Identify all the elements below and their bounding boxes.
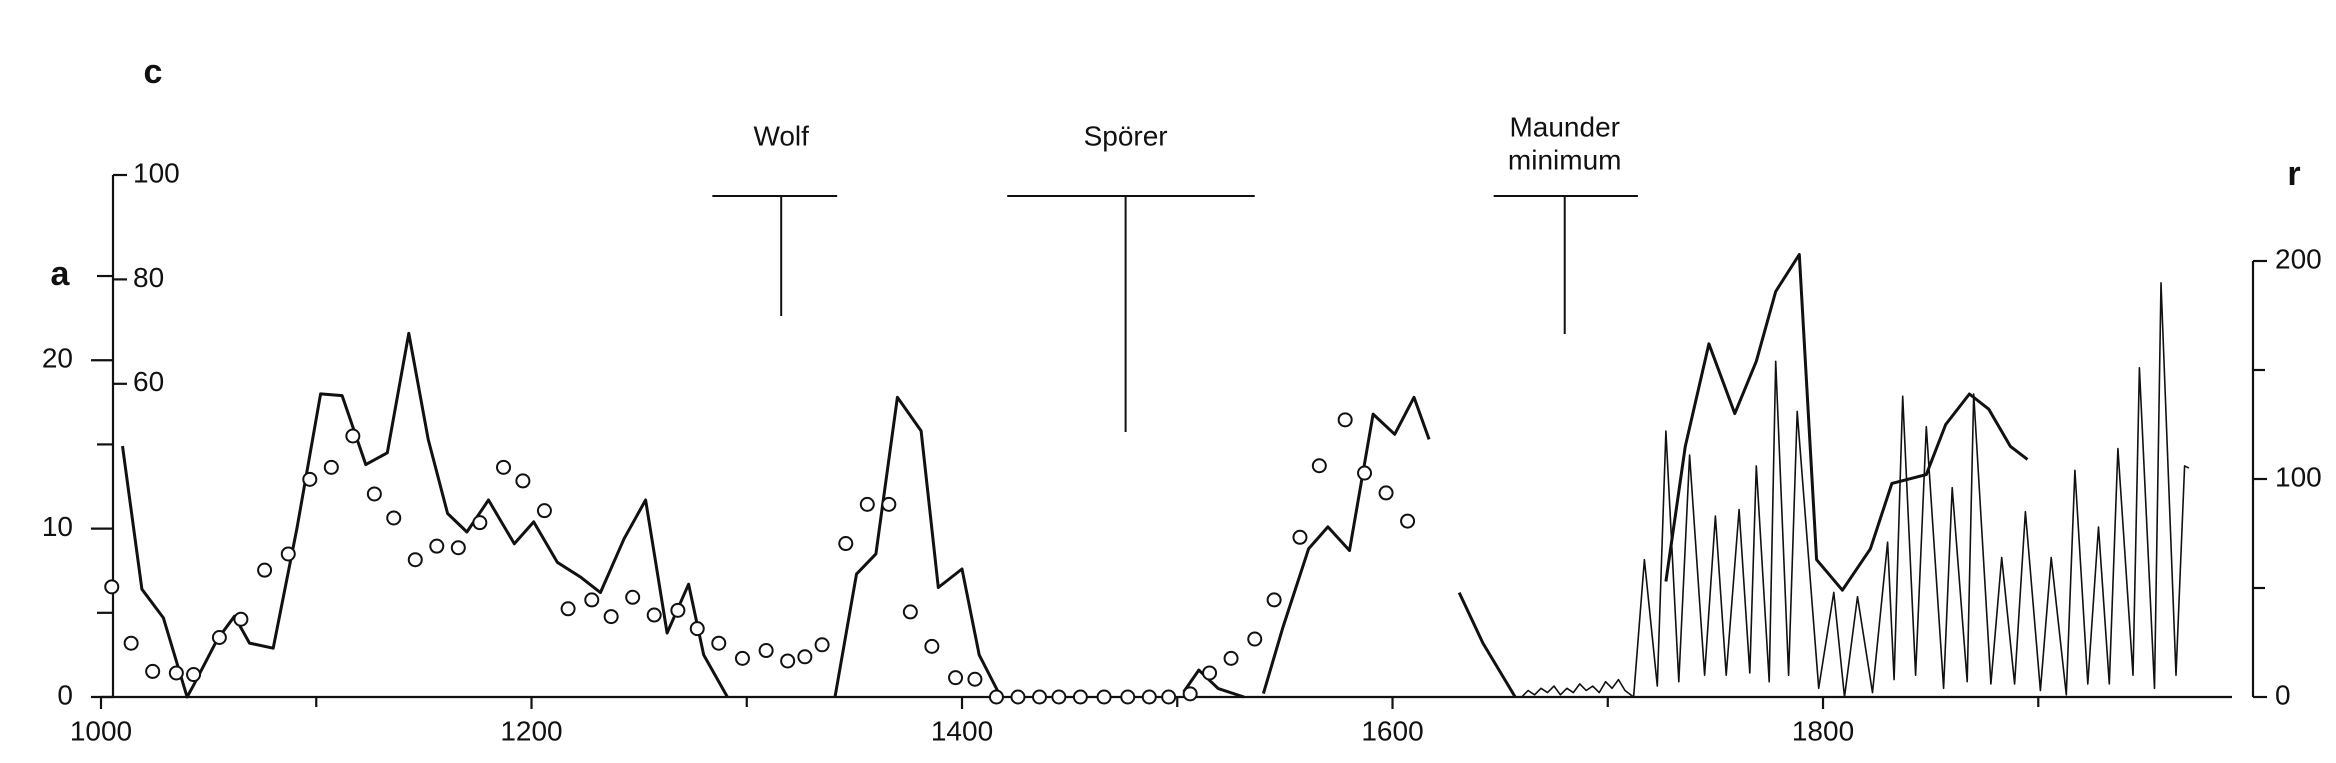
- marker: [515, 473, 531, 489]
- series-line: [121, 331, 729, 699]
- marker: [1032, 689, 1048, 705]
- marker: [603, 609, 619, 625]
- marker: [168, 665, 184, 681]
- marker: [1202, 665, 1218, 681]
- marker: [881, 496, 897, 512]
- x-tick-label: 1200: [500, 715, 562, 746]
- marker: [584, 592, 600, 608]
- annotation-label: Wolf: [753, 120, 809, 151]
- marker: [233, 611, 249, 627]
- marker: [1337, 412, 1353, 428]
- panel-label: r: [2287, 155, 2300, 193]
- y-tick-label: 10: [42, 511, 73, 542]
- marker: [967, 671, 983, 687]
- y-tick-label: 20: [42, 343, 73, 374]
- marker: [646, 607, 662, 623]
- marker: [948, 670, 964, 686]
- marker: [1141, 689, 1157, 705]
- marker: [711, 635, 727, 651]
- marker: [734, 650, 750, 666]
- marker: [1357, 465, 1373, 481]
- marker: [345, 428, 361, 444]
- marker: [1072, 689, 1088, 705]
- marker: [814, 637, 830, 653]
- marker: [1096, 689, 1112, 705]
- marker: [780, 653, 796, 669]
- x-tick-label: 1400: [931, 715, 993, 746]
- marker: [859, 496, 875, 512]
- marker: [689, 621, 705, 637]
- annotation-label: Maunder: [1509, 111, 1620, 142]
- marker: [450, 540, 466, 556]
- annotation-label: Spörer: [1084, 120, 1168, 151]
- marker: [429, 538, 445, 554]
- y3-tick-label: 60: [133, 366, 164, 397]
- series-line: [1664, 253, 2029, 592]
- marker: [302, 471, 318, 487]
- marker: [1266, 592, 1282, 608]
- marker: [280, 546, 296, 562]
- x-tick-label: 1800: [1792, 715, 1854, 746]
- series-line: [1457, 591, 1517, 698]
- marker: [625, 589, 641, 605]
- marker: [1378, 485, 1394, 501]
- panel-label: c: [144, 53, 163, 91]
- marker: [560, 601, 576, 617]
- y-tick-label: 0: [57, 679, 73, 710]
- marker: [145, 663, 161, 679]
- marker: [257, 562, 273, 578]
- marker: [472, 515, 488, 531]
- marker: [1182, 686, 1198, 702]
- marker: [1247, 631, 1263, 647]
- marker: [1120, 689, 1136, 705]
- marker: [838, 536, 854, 552]
- marker: [104, 579, 120, 595]
- marker: [1223, 650, 1239, 666]
- marker: [496, 459, 512, 475]
- marker: [1051, 689, 1067, 705]
- marker: [1400, 513, 1416, 529]
- marker: [123, 635, 139, 651]
- marker: [211, 629, 227, 645]
- series-line: [833, 395, 1003, 698]
- marker: [924, 638, 940, 654]
- marker: [797, 649, 813, 665]
- y2-tick-label: 0: [2275, 679, 2291, 710]
- marker: [407, 552, 423, 568]
- marker: [323, 459, 339, 475]
- y2-tick-label: 200: [2275, 243, 2322, 274]
- marker: [902, 604, 918, 620]
- marker: [988, 689, 1004, 705]
- sunspot-line: [1521, 282, 2190, 698]
- marker: [758, 643, 774, 659]
- marker: [1292, 529, 1308, 545]
- annotation-label: minimum: [1508, 144, 1622, 175]
- marker: [1161, 689, 1177, 705]
- series-line: [1261, 395, 1431, 695]
- marker: [1311, 458, 1327, 474]
- marker: [366, 486, 382, 502]
- y2-tick-label: 100: [2275, 461, 2322, 492]
- marker: [186, 667, 202, 683]
- y3-tick-label: 100: [133, 157, 180, 188]
- marker: [386, 510, 402, 526]
- marker: [1010, 689, 1026, 705]
- panel-label: a: [51, 255, 71, 293]
- marker: [536, 503, 552, 519]
- x-tick-label: 1600: [1361, 715, 1423, 746]
- y3-tick-label: 80: [133, 262, 164, 293]
- marker: [670, 602, 686, 618]
- x-tick-label: 1000: [70, 715, 132, 746]
